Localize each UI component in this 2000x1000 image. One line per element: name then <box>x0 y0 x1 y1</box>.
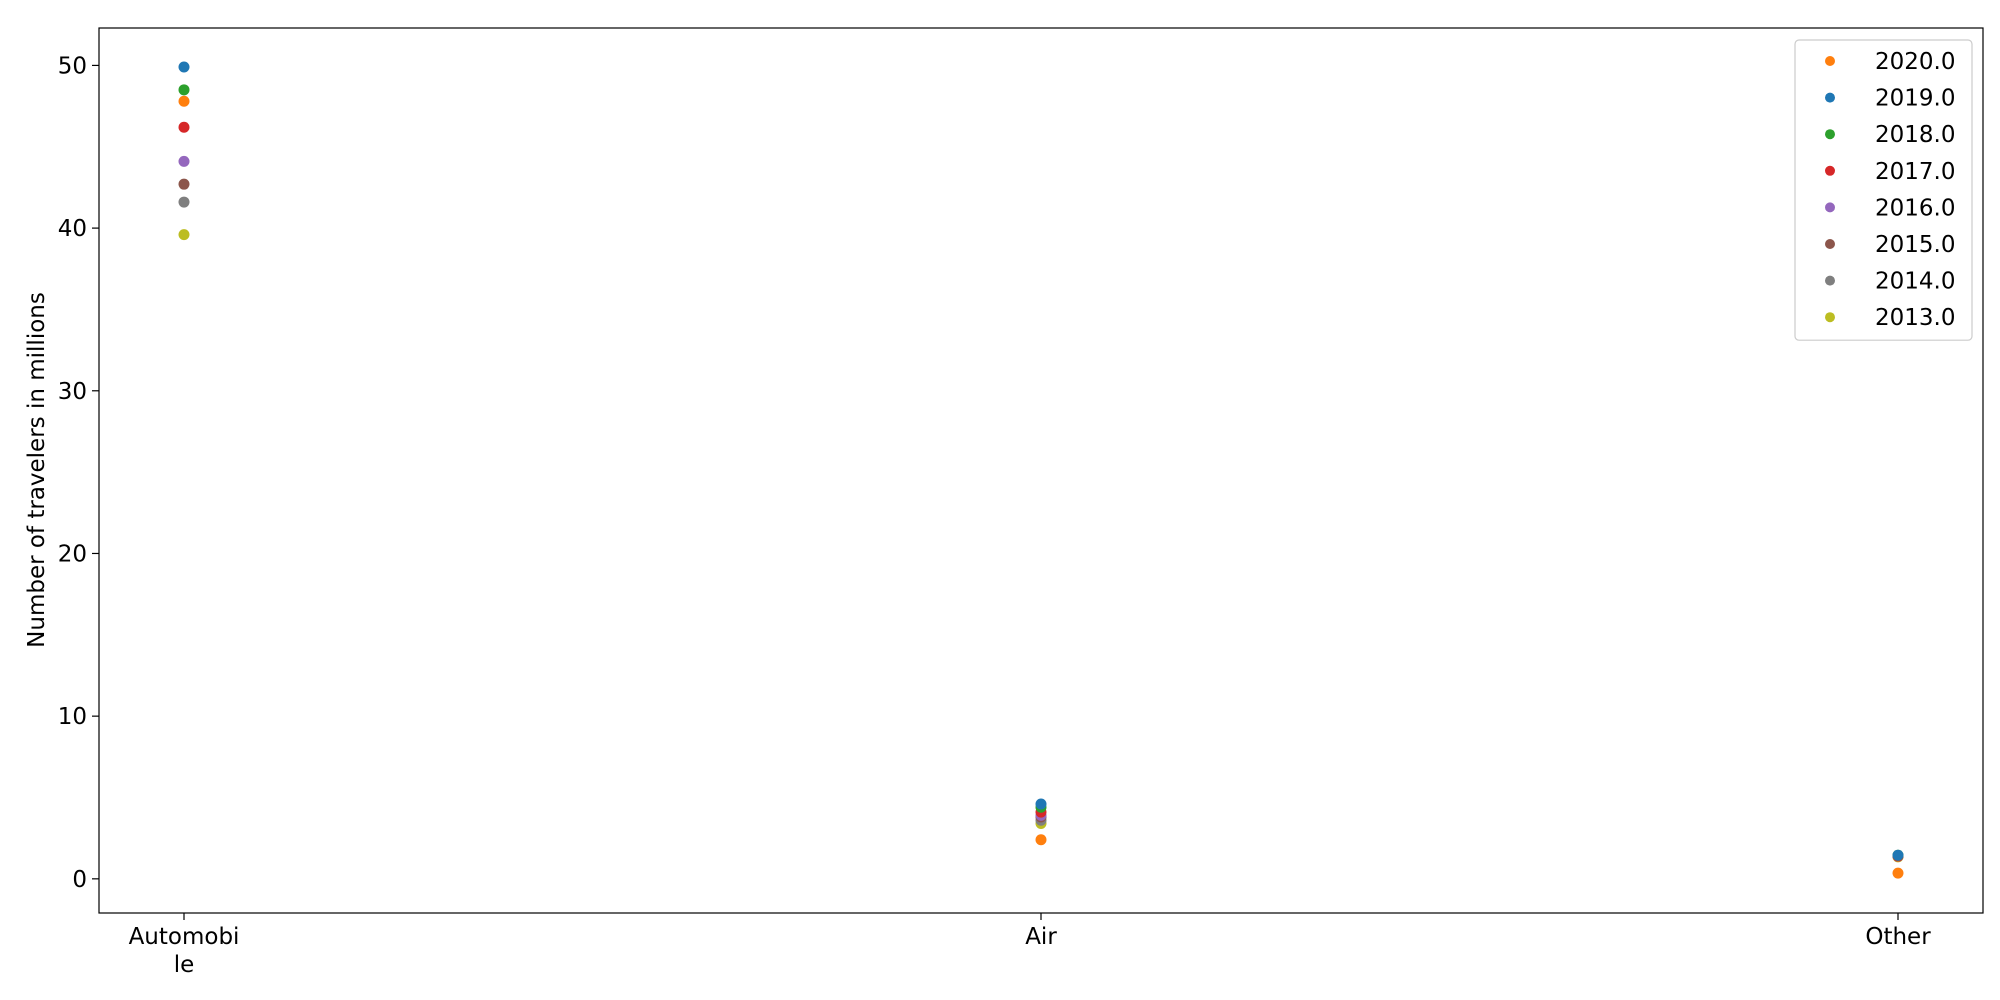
y-axis-title: Number of travelers in millions <box>24 292 50 648</box>
legend-marker <box>1825 165 1835 176</box>
legend-marker <box>1825 312 1835 323</box>
point-2018-0-automobile <box>178 84 190 96</box>
legend-label: 2015.0 <box>1875 232 1955 258</box>
point-2020-0-automobile <box>178 95 190 107</box>
legend-marker <box>1825 56 1835 66</box>
legend-label: 2018.0 <box>1875 122 1955 148</box>
x-tick-label-air: Air <box>1025 924 1057 950</box>
legend-marker <box>1825 239 1835 249</box>
y-tick-label: 10 <box>58 704 87 730</box>
point-2019-0-automobile <box>178 61 190 73</box>
legend-label: 2019.0 <box>1875 86 1955 112</box>
point-2013-0-automobile <box>178 229 190 241</box>
point-2020-0-other <box>1892 867 1904 879</box>
legend-label: 2020.0 <box>1875 49 1955 75</box>
legend-label: 2017.0 <box>1875 159 1955 185</box>
x-tick-label-line: Other <box>1865 924 1931 950</box>
x-tick-label-line: Automobi <box>129 924 240 950</box>
x-tick-label-line: Air <box>1025 924 1057 950</box>
legend-frame <box>1794 39 1973 341</box>
y-tick-label: 40 <box>58 216 87 242</box>
legend-marker <box>1825 275 1835 286</box>
point-2020-0-air <box>1035 834 1047 846</box>
point-2017-0-automobile <box>178 121 190 133</box>
y-axis: 0 10 20 30 40 50 <box>58 53 99 893</box>
legend-label: 2013.0 <box>1875 305 1955 331</box>
point-2019-0-other <box>1892 849 1904 861</box>
x-axis: Automobi le Air Other <box>129 913 1931 978</box>
x-tick-label-automobile: Automobi le <box>129 924 240 978</box>
y-tick-label: 30 <box>58 379 87 405</box>
y-tick-label: 50 <box>58 53 87 79</box>
data-points <box>178 61 1904 879</box>
point-2014-0-automobile <box>178 196 190 208</box>
point-2019-0-air <box>1035 798 1047 810</box>
legend-marker <box>1825 202 1835 213</box>
y-tick-label: 0 <box>72 867 87 893</box>
legend-label: 2016.0 <box>1875 195 1955 221</box>
x-tick-label-line: le <box>174 952 195 978</box>
y-tick-label: 20 <box>58 541 87 567</box>
legend-label: 2014.0 <box>1875 269 1955 295</box>
legend-marker <box>1825 129 1835 140</box>
point-2016-0-automobile <box>178 155 190 167</box>
legend-marker <box>1825 92 1835 103</box>
point-2015-0-automobile <box>178 178 190 190</box>
legend: 2020.0 2019.0 2018.0 2017.0 2016.0 2015.0 2014… <box>1794 39 1973 341</box>
x-tick-label-other: Other <box>1865 924 1931 950</box>
plot-area <box>98 27 1984 914</box>
